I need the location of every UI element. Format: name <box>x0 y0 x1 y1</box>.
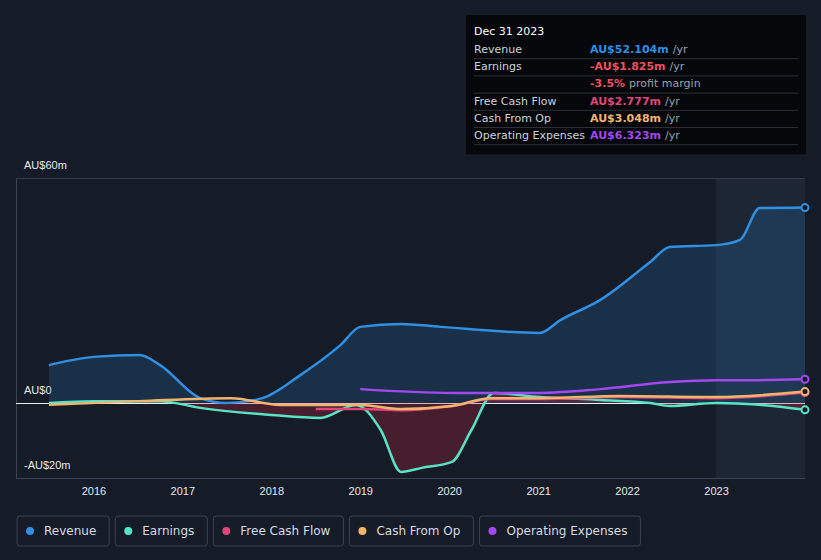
tooltip-separator <box>474 58 798 59</box>
tooltip-value-number: AU$6.323m <box>590 129 661 142</box>
tooltip-value-suffix: /yr <box>665 95 680 108</box>
tooltip-value-number: AU$2.777m <box>590 95 661 108</box>
tooltip-separator <box>474 75 798 76</box>
legend-swatch <box>124 527 132 535</box>
x-tick: 2019 <box>349 478 373 497</box>
x-tick: 2017 <box>171 478 195 497</box>
grid-line <box>16 478 805 479</box>
series-line <box>49 208 805 403</box>
tooltip-separator <box>474 127 798 128</box>
tooltip-value-suffix: /yr <box>673 43 688 56</box>
x-tick-label: 2022 <box>615 485 639 497</box>
tooltip-value: AU$2.777m/yr <box>590 95 680 108</box>
y-axis: -AU$20m AU$0 AU$60m <box>16 159 805 479</box>
series-line <box>49 393 805 472</box>
tooltip-value: -AU$1.825m/yr <box>590 60 685 73</box>
legend-button[interactable] <box>479 516 640 546</box>
x-tick-label: 2021 <box>526 485 550 497</box>
series-area <box>49 393 805 472</box>
legend-swatch <box>26 527 34 535</box>
y-tick-label: AU$0 <box>24 384 52 396</box>
legend-item[interactable]: Revenue <box>17 516 109 546</box>
x-tick: 2023 <box>704 478 728 497</box>
tooltip-value-suffix: /yr <box>670 60 685 73</box>
tooltip: Dec 31 2023 Revenue AU$52.104m/yr Earnings -… <box>466 15 806 154</box>
tooltip-separator <box>474 93 798 94</box>
x-tick-label: 2020 <box>437 485 461 497</box>
end-marker <box>802 204 809 211</box>
x-tick-label: 2018 <box>260 485 284 497</box>
legend-item[interactable]: Operating Expenses <box>479 516 640 546</box>
legend-item[interactable]: Earnings <box>115 516 207 546</box>
background <box>0 0 821 560</box>
tooltip-title: Dec 31 2023 <box>474 25 544 38</box>
end-marker <box>802 376 809 383</box>
x-tick-label: 2019 <box>349 485 373 497</box>
chart: -AU$20m AU$0 AU$60m 2016 2017 2018 2019 2020 202… <box>0 0 821 560</box>
x-tick-label: 2016 <box>82 485 106 497</box>
tooltip-value: AU$3.048m/yr <box>590 112 680 125</box>
tooltip-value-number: -AU$1.825m <box>590 60 666 73</box>
tooltip-value: AU$52.104m/yr <box>590 43 688 56</box>
legend-label: Free Cash Flow <box>240 524 330 538</box>
plot-area <box>49 208 805 472</box>
end-markers <box>802 204 809 413</box>
legend-button[interactable] <box>115 516 207 546</box>
y-axis-line <box>17 179 806 479</box>
legend-button[interactable] <box>17 516 109 546</box>
series-area <box>49 208 805 403</box>
legend-swatch <box>222 527 230 535</box>
legend: Revenue Earnings Free Cash Flow Cash From O… <box>17 516 640 546</box>
x-tick: 2018 <box>260 478 284 497</box>
tooltip-label: Operating Expenses <box>474 129 585 142</box>
tooltip-value-suffix: /yr <box>665 129 680 142</box>
x-axis-line <box>17 478 806 479</box>
legend-swatch <box>488 527 496 535</box>
tooltip-value-suffix: /yr <box>665 112 680 125</box>
legend-label: Cash From Op <box>376 524 460 538</box>
x-tick: 2020 <box>437 478 461 497</box>
y-tick: AU$60m <box>16 159 805 179</box>
tooltip-label: Free Cash Flow <box>474 95 557 108</box>
series-line <box>49 392 805 409</box>
x-tick-label: 2017 <box>171 485 195 497</box>
y-tick-label: -AU$20m <box>24 459 70 471</box>
tooltip-box <box>466 15 806 154</box>
y-tick-label: AU$60m <box>24 159 67 171</box>
legend-item[interactable]: Free Cash Flow <box>213 516 343 546</box>
tooltip-value: -3.5% profit margin <box>590 77 701 90</box>
legend-item[interactable]: Cash From Op <box>349 516 473 546</box>
legend-swatch <box>358 527 366 535</box>
legend-label: Operating Expenses <box>506 524 627 538</box>
tooltip-value: AU$6.323m/yr <box>590 129 680 142</box>
tooltip-value-suffix: profit margin <box>629 77 701 90</box>
legend-label: Earnings <box>142 524 194 538</box>
tooltip-separator <box>474 144 798 145</box>
x-tick: 2016 <box>82 478 106 497</box>
end-marker <box>802 388 809 395</box>
tooltip-value-number: AU$3.048m <box>590 112 661 125</box>
tooltip-label: Earnings <box>474 60 522 73</box>
tooltip-value-number: -3.5% <box>590 77 625 90</box>
tooltip-label: Cash From Op <box>474 112 551 125</box>
grid-line <box>16 178 805 179</box>
legend-button[interactable] <box>213 516 343 546</box>
x-tick: 2022 <box>615 478 639 497</box>
legend-label: Revenue <box>44 524 96 538</box>
x-tick: 2021 <box>526 478 550 497</box>
tooltip-separator <box>474 110 798 111</box>
end-marker <box>802 406 809 413</box>
x-tick-label: 2023 <box>704 485 728 497</box>
legend-button[interactable] <box>349 516 473 546</box>
x-axis: 2016 2017 2018 2019 2020 2021 2022 2023 <box>17 478 806 497</box>
tooltip-value-number: AU$52.104m <box>590 43 669 56</box>
tooltip-label: Revenue <box>474 43 522 56</box>
series-line <box>360 379 805 393</box>
